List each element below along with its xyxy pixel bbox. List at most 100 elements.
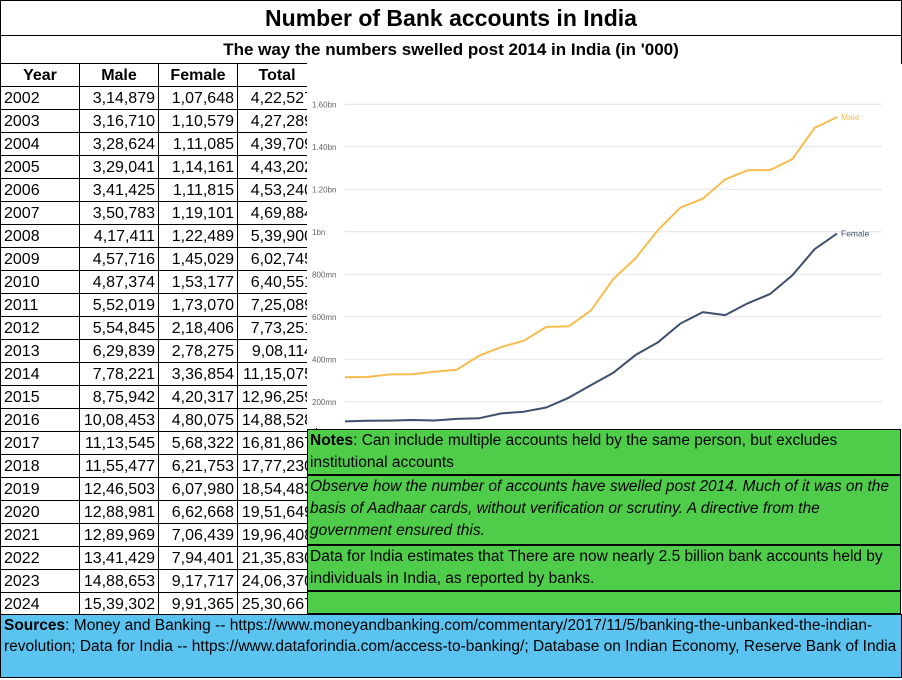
y-tick-label: 200mn [312,398,336,407]
sources-text: : Money and Banking -- https://www.money… [4,617,897,655]
cell-year: 2013 [0,339,80,363]
cell-year: 2009 [0,247,80,271]
cell-male: 12,89,969 [79,523,159,547]
cell-year: 2006 [0,178,80,202]
cell-female: 1,11,815 [158,178,238,202]
cell-male: 7,78,221 [79,362,159,386]
cell-total: 12,96,259 [237,385,317,409]
cell-male: 4,57,716 [79,247,159,271]
cell-year: 2005 [0,155,80,179]
cell-female: 1,19,101 [158,201,238,225]
cell-year: 2012 [0,316,80,340]
cell-year: 2019 [0,477,80,501]
cell-male: 3,29,041 [79,155,159,179]
notes-label: Notes [310,432,354,449]
cell-female: 4,20,317 [158,385,238,409]
table-row: 2002 3,14,879 1,07,648 4,22,527 [0,86,317,110]
cell-year: 2007 [0,201,80,225]
table-row: 2020 12,88,981 6,62,668 19,51,649 [0,500,317,524]
table-row: 2023 14,88,653 9,17,717 24,06,370 [0,569,317,593]
cell-male: 15,39,302 [79,592,159,616]
table-row: 2021 12,89,969 7,06,439 19,96,408 [0,523,317,547]
table-row: 2005 3,29,041 1,14,161 4,43,202 [0,155,317,179]
cell-male: 13,41,429 [79,546,159,570]
cell-year: 2008 [0,224,80,248]
cell-total: 5,39,900 [237,224,317,248]
table-row: 2012 5,54,845 2,18,406 7,73,251 [0,316,317,340]
cell-total: 24,06,370 [237,569,317,593]
header-female: Female [158,63,238,87]
cell-total: 19,51,649 [237,500,317,524]
cell-male: 3,50,783 [79,201,159,225]
cell-total: 18,54,483 [237,477,317,501]
table-row: 2022 13,41,429 7,94,401 21,35,830 [0,546,317,570]
cell-male: 11,13,545 [79,431,159,455]
chart-svg: 200mn 400mn 600mn 800mn 1bn 1.20bn 1.40bn 1.60b… [312,100,882,423]
note-estimate: Data for India estimates that There are … [307,545,901,591]
cell-year: 2011 [0,293,80,317]
cell-total: 9,08,114 [237,339,317,363]
cell-total: 6,02,745 [237,247,317,271]
cell-female: 2,78,275 [158,339,238,363]
cell-female: 1,45,029 [158,247,238,271]
cell-total: 4,39,709 [237,132,317,156]
cell-female: 4,80,075 [158,408,238,432]
cell-female: 1,10,579 [158,109,238,133]
table-row: 2015 8,75,942 4,20,317 12,96,259 [0,385,317,409]
cell-male: 10,08,453 [79,408,159,432]
y-tick-label: 1bn [312,228,325,237]
cell-male: 5,54,845 [79,316,159,340]
series-line-female [344,232,838,423]
series-label-female: Female [841,229,870,239]
cell-male: 11,55,477 [79,454,159,478]
table-row: 2019 12,46,503 6,07,980 18,54,483 [0,477,317,501]
cell-year: 2003 [0,109,80,133]
table-row: 2013 6,29,839 2,78,275 9,08,114 [0,339,317,363]
note-accounts: Notes: Can include multiple accounts hel… [307,429,901,475]
cell-year: 2016 [0,408,80,432]
cell-total: 7,25,089 [237,293,317,317]
cell-female: 1,73,070 [158,293,238,317]
cell-male: 14,88,653 [79,569,159,593]
header-total: Total [237,63,317,87]
cell-male: 6,29,839 [79,339,159,363]
cell-female: 1,14,161 [158,155,238,179]
cell-male: 3,14,879 [79,86,159,110]
series-label-male: Male [841,112,860,122]
cell-male: 4,87,374 [79,270,159,294]
table-row: 2004 3,28,624 1,11,085 4,39,709 [0,132,317,156]
table-row: 2010 4,87,374 1,53,177 6,40,551 [0,270,317,294]
cell-year: 2014 [0,362,80,386]
cell-total: 25,30,667 [237,592,317,616]
cell-year: 2017 [0,431,80,455]
cell-female: 5,68,322 [158,431,238,455]
cell-total: 4,53,240 [237,178,317,202]
cell-year: 2002 [0,86,80,110]
cell-female: 9,17,717 [158,569,238,593]
cell-year: 2024 [0,592,80,616]
page-title: Number of Bank accounts in India [0,0,902,36]
note-estimate-text: Data for India estimates that There are … [310,548,883,587]
cell-male: 3,16,710 [79,109,159,133]
table-row: 2017 11,13,545 5,68,322 16,81,867 [0,431,317,455]
sources-box: Sources: Money and Banking -- https://ww… [0,614,902,678]
cell-female: 6,07,980 [158,477,238,501]
cell-total: 4,27,289 [237,109,317,133]
cell-year: 2004 [0,132,80,156]
cell-year: 2021 [0,523,80,547]
y-tick-label: 400mn [312,355,336,364]
cell-year: 2010 [0,270,80,294]
cell-female: 2,18,406 [158,316,238,340]
y-tick-label: 800mn [312,270,336,279]
note-empty [307,591,901,614]
cell-male: 4,17,411 [79,224,159,248]
cell-year: 2018 [0,454,80,478]
cell-male: 8,75,942 [79,385,159,409]
cell-total: 11,15,075 [237,362,317,386]
cell-total: 17,77,230 [237,454,317,478]
y-tick-label: 1.40bn [312,143,336,152]
cell-year: 2022 [0,546,80,570]
cell-year: 2015 [0,385,80,409]
cell-male: 5,52,019 [79,293,159,317]
y-tick-label: 600mn [312,313,336,322]
